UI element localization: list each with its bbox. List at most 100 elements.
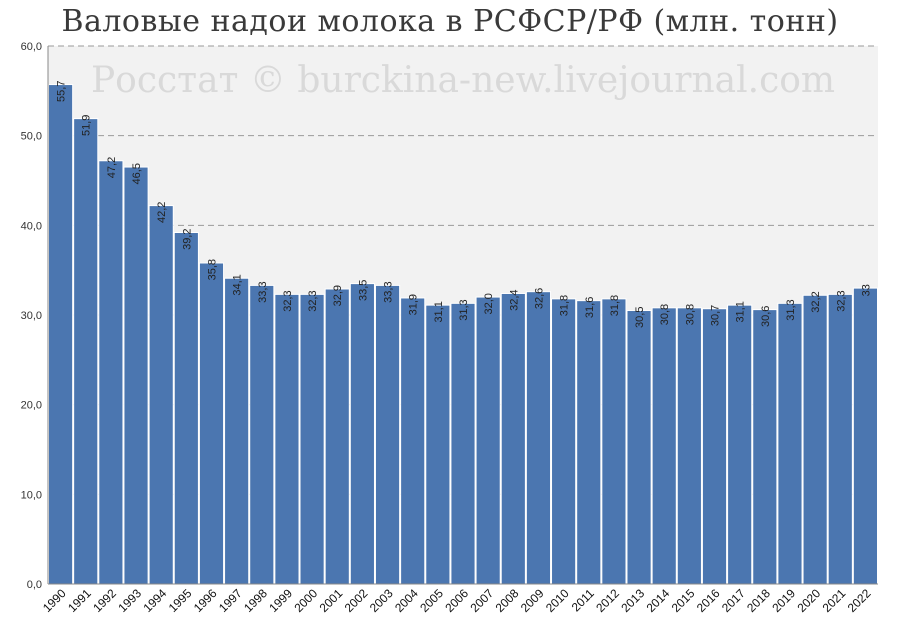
data-label: 32,6 [533,288,545,309]
data-label: 33 [860,284,872,296]
bar [249,284,275,585]
data-label: 31,3 [785,299,797,320]
chart-title: Валовые надои молока в РСФСР/РФ (млн. то… [61,4,839,39]
bar [626,310,652,585]
bar [148,205,174,585]
bar [601,298,627,585]
data-label: 31,6 [584,297,596,318]
y-tick-label: 50,0 [21,131,42,143]
bar [450,302,476,585]
bar [374,284,401,585]
x-tick-label: 2006 [442,586,471,615]
bar [752,309,778,585]
bar [425,304,451,585]
bars [48,84,879,585]
data-label: 32,9 [332,285,344,306]
data-label: 30,6 [760,306,772,327]
x-tick-label: 1996 [191,586,220,615]
bar [173,232,199,585]
data-label: 39,2 [181,229,193,250]
bar [802,294,828,585]
y-tick-label: 60,0 [21,41,42,53]
x-tick-label: 2002 [342,586,371,615]
bar [525,291,552,585]
x-tick-label: 2009 [518,586,547,615]
bar [676,307,702,585]
data-label: 31,3 [458,299,470,320]
x-tick-label: 2014 [644,586,673,615]
x-tick-label: 2005 [417,586,446,615]
x-tick-label: 2022 [845,586,874,615]
data-label: 32,3 [307,290,319,311]
bar [727,304,753,585]
x-tick-label: 1998 [241,586,270,615]
data-label: 32,2 [810,291,822,312]
bar [576,300,602,585]
y-tick-label: 20,0 [21,400,42,412]
x-tick-label: 2004 [392,586,421,615]
data-label: 33,3 [257,281,269,302]
x-tick-label: 2010 [543,586,572,615]
y-axis: 0,0 10,0 20,0 30,0 40,0 50,0 60,0 [21,41,49,591]
data-label: 42,2 [156,202,168,223]
x-tick-label: 2011 [569,586,597,614]
bar [73,118,99,585]
x-tick-label: 1995 [166,586,195,615]
bar [324,288,350,585]
x-tick-label: 2018 [744,586,773,615]
x-tick-label: 2015 [669,586,698,615]
bar [777,302,803,585]
data-label: 51,9 [81,115,93,136]
x-axis: 1990199119921993199419951996199719981999… [40,583,878,615]
x-tick-label: 2008 [493,586,522,615]
data-label: 32,0 [483,293,495,314]
data-label: 31,1 [433,301,445,322]
y-tick-label: 40,0 [21,220,42,232]
data-label: 46,5 [131,163,143,184]
watermark-text: Росстат © burckina-new.livejournal.com [91,60,835,101]
y-tick-label: 30,0 [21,310,42,322]
data-label: 32,4 [508,289,520,310]
data-label: 33,5 [357,280,369,301]
data-label: 30,8 [684,304,696,325]
x-tick-label: 2013 [618,586,647,615]
data-label: 55,7 [56,81,68,102]
data-label: 47,2 [106,157,118,178]
y-tick-label: 10,0 [21,489,42,501]
bar [198,262,225,585]
bar [123,166,149,585]
data-label: 32,3 [835,290,847,311]
x-tick-label: 2003 [367,586,396,615]
x-tick-label: 2016 [694,586,723,615]
bar [852,287,879,585]
bar [400,297,426,585]
data-label: 32,3 [282,290,294,311]
x-tick-label: 2012 [593,586,622,615]
bar [274,293,300,585]
x-tick-label: 2001 [317,586,346,615]
data-label: 30,8 [659,304,671,325]
data-label: 31,1 [735,301,747,322]
x-tick-label: 1999 [266,586,295,615]
bar [475,296,501,585]
bar [299,293,325,585]
data-label: 31,8 [559,295,571,316]
x-tick-label: 2021 [820,586,849,615]
data-label: 31,9 [408,294,420,315]
x-tick-label: 1994 [141,586,170,615]
bar [651,307,677,585]
x-tick-label: 2020 [794,586,823,615]
y-tick-label: 0,0 [27,579,42,591]
data-label: 33,3 [383,281,395,302]
data-label: 34,1 [232,274,244,295]
bar [827,293,853,585]
x-tick-label: 1992 [90,586,119,615]
x-tick-label: 2007 [467,586,496,615]
x-tick-label: 2017 [719,586,748,615]
bar [48,84,74,585]
bar [701,308,728,585]
x-tick-label: 1990 [40,586,69,615]
x-tick-label: 1997 [216,586,245,615]
x-tick-label: 1993 [115,586,144,615]
data-label: 35,8 [206,259,218,280]
